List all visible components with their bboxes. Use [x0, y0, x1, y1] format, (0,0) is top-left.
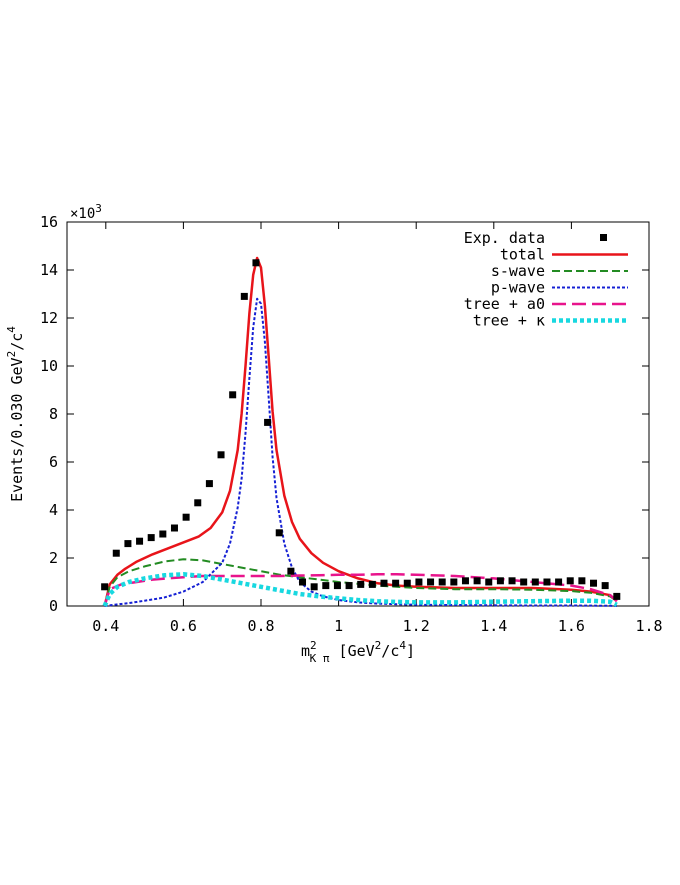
data-point — [101, 583, 109, 591]
legend-label-0: total — [500, 246, 545, 264]
data-point — [264, 418, 272, 426]
data-point — [159, 530, 167, 538]
data-point — [147, 534, 155, 542]
data-point — [299, 578, 307, 586]
data-point — [124, 540, 132, 548]
series-line-1 — [103, 558, 618, 607]
data-point — [357, 580, 365, 588]
data-point — [520, 578, 528, 586]
y-multiplier: ×103 — [70, 202, 102, 222]
y-tick-label: 8 — [49, 405, 58, 423]
data-point — [252, 259, 260, 267]
data-point — [240, 292, 248, 300]
data-point — [380, 579, 388, 587]
x-tick-label: 1.6 — [558, 617, 585, 635]
data-point — [461, 577, 469, 585]
data-point — [613, 592, 621, 600]
x-tick-label: 0.6 — [170, 617, 197, 635]
data-point — [322, 582, 330, 590]
curves — [102, 256, 618, 607]
y-tick-label: 16 — [40, 213, 58, 231]
data-point — [473, 577, 481, 585]
data-point — [310, 583, 318, 591]
plot-frame — [66, 221, 650, 607]
data-point — [136, 537, 144, 545]
data-point — [531, 578, 539, 586]
legend-label-exp-data: Exp. data — [464, 229, 545, 247]
data-point — [543, 578, 551, 586]
series-line-0 — [103, 256, 618, 607]
legend-label-3: tree + a0 — [464, 295, 545, 313]
data-point — [275, 529, 283, 537]
data-point — [287, 567, 295, 575]
data-point — [217, 451, 225, 459]
x-tick-label: 1.8 — [635, 617, 662, 635]
legend-label-4: tree + κ — [473, 312, 545, 330]
data-point — [205, 480, 213, 488]
data-point — [450, 578, 458, 586]
y-tick-label: 14 — [40, 261, 58, 279]
data-point — [590, 579, 598, 587]
data-point — [112, 549, 120, 557]
y-axis-label: Events/0.030 GeV2/c4 — [5, 326, 26, 502]
x-tick-label: 0.4 — [92, 617, 119, 635]
y-tick-label: 4 — [49, 501, 58, 519]
data-point — [427, 578, 435, 586]
data-point — [415, 578, 423, 586]
data-point — [333, 582, 341, 590]
data-point — [508, 577, 516, 585]
y-tick-label: 10 — [40, 357, 58, 375]
x-tick-label: 1.2 — [403, 617, 430, 635]
x-axis-label: m2 K π [GeV2/c4] — [301, 639, 415, 665]
data-point — [345, 582, 353, 590]
data-point — [182, 513, 190, 521]
ticks: 0.4 0.6 0.8 1 1.2 1.4 1.6 1.8 0 2 4 6 8 10 12 14 16 — [40, 213, 663, 635]
series-line-3 — [103, 573, 618, 607]
legend-label-2: p-wave — [491, 279, 545, 297]
y-tick-label: 2 — [49, 549, 58, 567]
x-tick-label: 1 — [334, 617, 343, 635]
x-tick-label: 0.8 — [247, 617, 274, 635]
data-point — [578, 577, 586, 585]
data-point — [555, 578, 563, 586]
data-point — [368, 580, 376, 588]
data-points — [101, 259, 621, 600]
data-point — [403, 579, 411, 587]
data-point — [438, 578, 446, 586]
data-point — [170, 524, 178, 532]
data-point — [194, 499, 202, 507]
series-line-4 — [102, 572, 618, 607]
data-point — [229, 391, 237, 399]
legend-marker-exp-data — [600, 234, 607, 241]
y-tick-label: 12 — [40, 309, 58, 327]
y-tick-label: 6 — [49, 453, 58, 471]
x-tick-label: 1.4 — [480, 617, 507, 635]
data-point — [566, 577, 574, 585]
data-point — [392, 579, 400, 587]
y-tick-label: 0 — [49, 597, 58, 615]
legend-label-1: s-wave — [491, 262, 545, 280]
data-point — [496, 577, 504, 585]
data-point — [485, 578, 493, 586]
data-point — [601, 582, 609, 590]
